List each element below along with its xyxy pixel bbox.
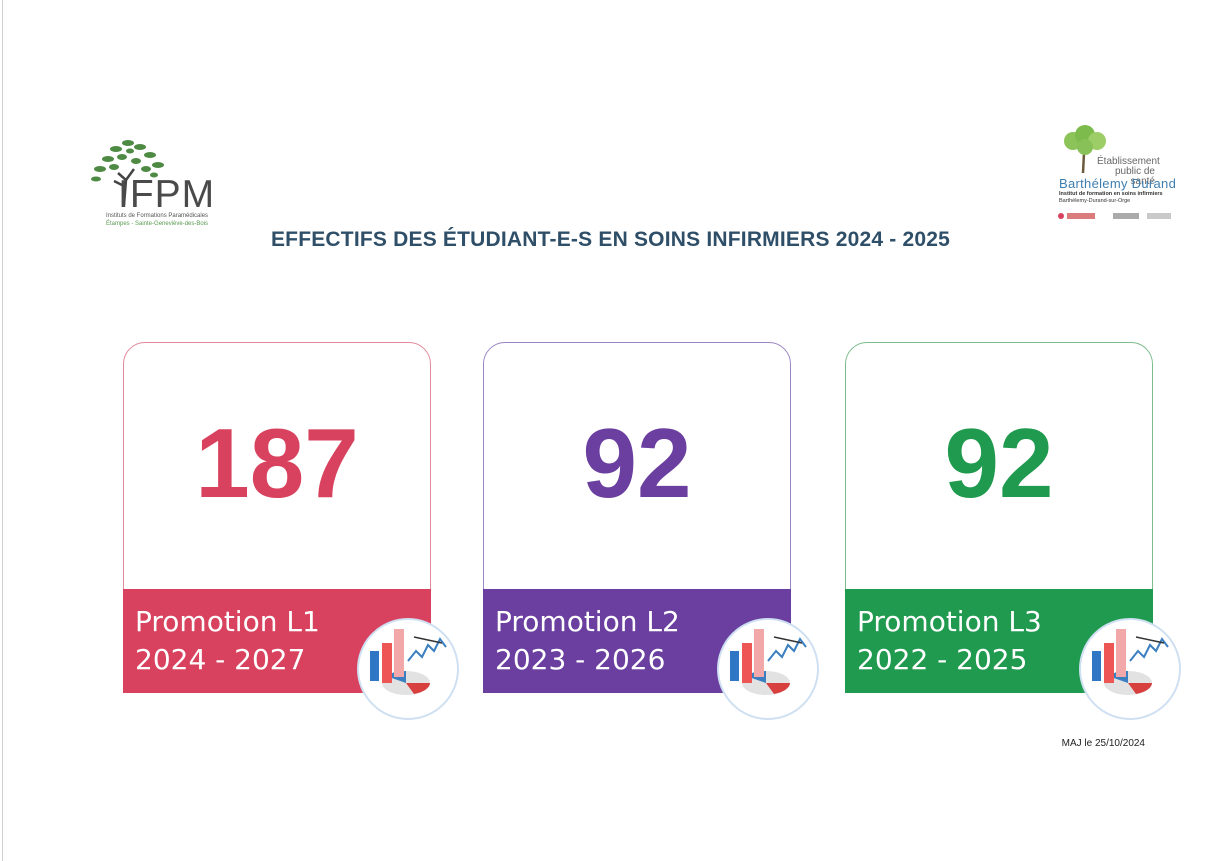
ifpm-wordmark: IFPM <box>118 173 216 216</box>
establishment-line1: Établissement <box>1097 156 1160 167</box>
hospital-name: Barthélemy Durand <box>1059 176 1177 191</box>
promotion-name: Promotion L1 <box>135 605 320 638</box>
promotion-name: Promotion L3 <box>857 605 1042 638</box>
student-count: 187 <box>195 408 359 518</box>
chart-icon <box>1079 618 1181 720</box>
promotion-label: Promotion L2 2023 - 2026 <box>495 603 680 679</box>
ifpm-subtitle: Instituts de Formations Paramédicales <box>106 213 209 219</box>
promotion-label: Promotion L3 2022 - 2025 <box>857 603 1042 679</box>
ifpm-logo: IFPM Instituts de Formations Paramédical… <box>88 135 258 235</box>
promotion-card-l3: 92 Promotion L3 2022 - 2025 <box>845 342 1181 720</box>
promotion-label: Promotion L1 2024 - 2027 <box>135 603 320 679</box>
chart-icon <box>357 618 459 720</box>
promotion-card-l2: 92 Promotion L2 2023 - 2026 <box>483 342 819 720</box>
ifpm-locations: Étampes - Sainte-Geneviève-des-Bois <box>106 221 209 227</box>
chart-icon <box>717 618 819 720</box>
promotion-name: Promotion L2 <box>495 605 680 638</box>
student-count: 92 <box>944 408 1054 518</box>
institute-city: Barthélemy-Durand-sur-Orge <box>1059 198 1131 204</box>
promotion-years: 2023 - 2026 <box>495 643 666 676</box>
promotion-years: 2024 - 2027 <box>135 643 306 676</box>
barthelemy-durand-logo: Établissement public de santé Barthélemy… <box>1057 125 1197 225</box>
page-title: EFFECTIFS DES ÉTUDIANT-E-S EN SOINS INFI… <box>270 228 951 251</box>
page-edge <box>2 0 3 861</box>
promotion-card-l1: 187 Promotion L1 2024 - 2027 <box>123 342 459 720</box>
tree-icon <box>91 140 164 205</box>
establishment-line2: public de santé <box>1114 166 1155 187</box>
student-count: 92 <box>582 408 692 518</box>
tree-icon <box>1064 125 1106 173</box>
update-date: MAJ le 25/10/2024 <box>1061 738 1145 749</box>
partner-logos <box>1058 213 1171 219</box>
establishment-label: Établissement public de santé <box>1097 156 1160 187</box>
promotion-years: 2022 - 2025 <box>857 643 1028 676</box>
institute-name: Institut de formation en soins infirmier… <box>1059 191 1163 197</box>
